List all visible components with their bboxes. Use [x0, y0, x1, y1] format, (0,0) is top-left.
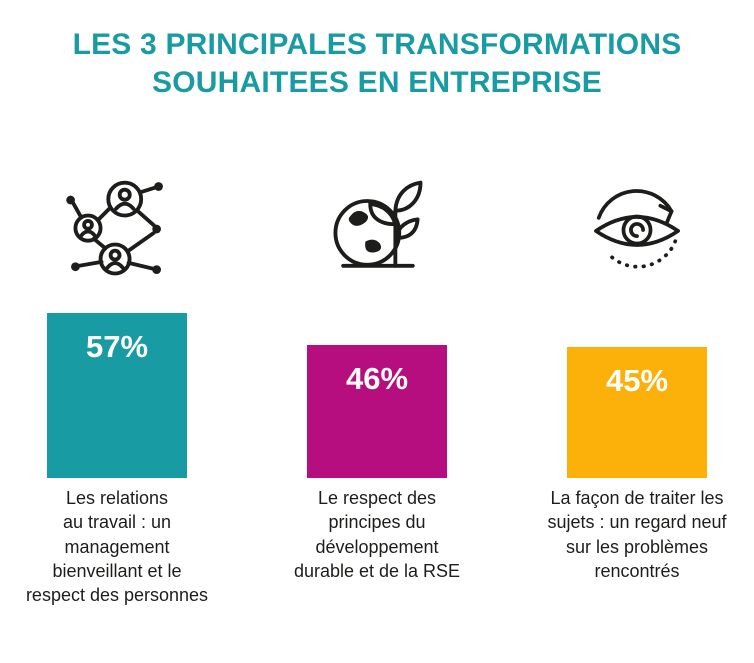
bar: 45%: [567, 347, 707, 478]
bar-track: 45%: [524, 296, 750, 478]
bar-value-label: 45%: [605, 363, 669, 398]
chart-column-regard-neuf: 45% La façon de traiter les sujets : un …: [524, 164, 750, 583]
globe-plant-icon: [319, 164, 435, 296]
bar-caption: Les relations au travail : un management…: [25, 488, 209, 606]
chart-title-line-1: LES 3 PRINCIPALES TRANSFORMATIONS: [72, 28, 682, 61]
chart-column-relations: 57% Les relations au travail : un manage…: [4, 164, 230, 607]
bar-caption: Le respect des principes du développemen…: [293, 488, 461, 581]
bar: 57%: [47, 313, 187, 478]
chart-title: LES 3 PRINCIPALES TRANSFORMATIONS SOUHAI…: [0, 26, 754, 102]
chart-column-durable: 46% Le respect des principes du développ…: [264, 164, 490, 583]
bar-track: 57%: [4, 296, 230, 478]
bar-value-label: 57%: [85, 329, 149, 364]
chart-title-line-2: SOUHAITEES EN ENTREPRISE: [152, 66, 602, 99]
people-network-icon: [59, 164, 175, 296]
bar-caption: La façon de traiter les sujets : un rega…: [547, 488, 727, 581]
bar: 46%: [307, 345, 447, 478]
eye-cycle-icon: [581, 164, 693, 296]
bar-track: 46%: [264, 296, 490, 478]
bar-value-label: 46%: [345, 361, 409, 396]
bar-chart: 57% Les relations au travail : un manage…: [0, 164, 754, 607]
